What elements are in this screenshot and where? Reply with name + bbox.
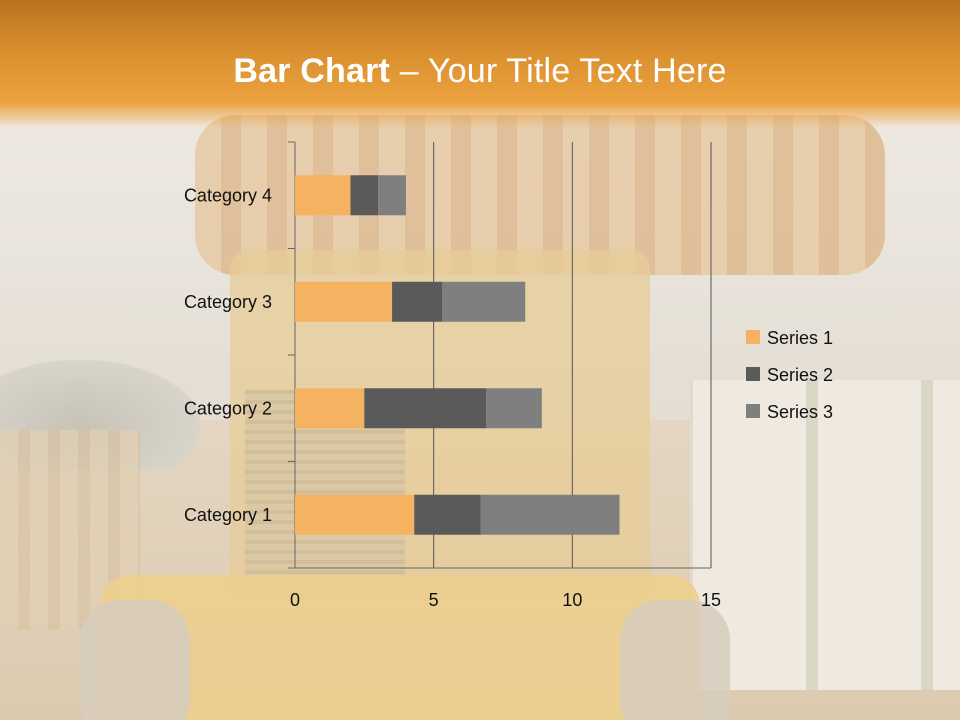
bar-segment: [480, 494, 620, 535]
background-wheel-left: [80, 600, 190, 720]
bar-segment: [378, 175, 406, 216]
category-label: Category 1: [184, 505, 272, 525]
background-wall: [690, 380, 960, 690]
bar-segment: [350, 175, 379, 216]
legend-label: Series 3: [767, 402, 833, 422]
legend-swatch: [746, 367, 760, 381]
slide-title: Bar Chart – Your Title Text Here: [0, 52, 960, 91]
legend-label: Series 1: [767, 328, 833, 348]
bar-segment: [486, 388, 542, 429]
background-wall-post: [921, 380, 933, 690]
x-tick-label: 10: [562, 590, 582, 610]
title-bold: Bar Chart: [233, 52, 391, 90]
x-tick-label: 15: [701, 590, 721, 610]
bar-segment: [295, 175, 351, 216]
category-label: Category 2: [184, 398, 272, 418]
bar-segment: [364, 388, 487, 429]
bar-segment: [295, 388, 365, 429]
x-tick-label: 0: [290, 590, 300, 610]
title-rest: Your Title Text Here: [427, 52, 727, 90]
legend-label: Series 2: [767, 365, 833, 385]
bar-segment: [441, 281, 526, 322]
legend-swatch: [746, 330, 760, 344]
legend-swatch: [746, 404, 760, 418]
bar-segment: [392, 281, 442, 322]
bar-segment: [295, 281, 393, 322]
background-wall-post: [806, 380, 818, 690]
background-wheel-right: [620, 600, 730, 720]
background-loader-bumper: [100, 575, 700, 720]
category-label: Category 3: [184, 292, 272, 312]
title-band: Bar Chart – Your Title Text Here: [0, 0, 960, 128]
bar-segment: [414, 494, 481, 535]
bar-segment: [295, 494, 415, 535]
title-separator: –: [390, 52, 428, 90]
x-tick-label: 5: [429, 590, 439, 610]
category-label: Category 4: [184, 185, 272, 205]
